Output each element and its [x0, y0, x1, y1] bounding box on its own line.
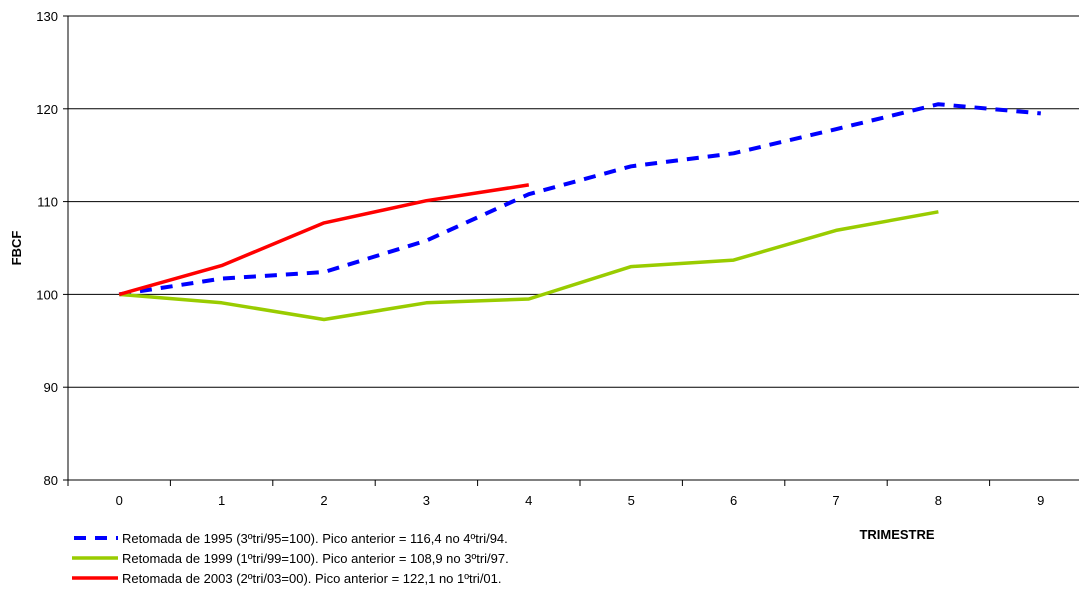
x-tick-label: 6 — [730, 493, 737, 508]
y-axis-title: FBCF — [9, 231, 24, 266]
x-tick-label: 0 — [116, 493, 123, 508]
legend-label-2: Retomada de 2003 (2ºtri/03=00). Pico ant… — [122, 571, 502, 586]
x-tick-label: 9 — [1037, 493, 1044, 508]
legend-label-0: Retomada de 1995 (3ºtri/95=100). Pico an… — [122, 531, 508, 546]
x-tick-label: 3 — [423, 493, 430, 508]
y-tick-label: 120 — [36, 102, 58, 117]
y-tick-label: 100 — [36, 287, 58, 302]
y-tick-label: 110 — [37, 195, 58, 210]
x-tick-labels: 0 1 2 3 4 5 6 7 8 9 — [67, 480, 1044, 508]
x-tick-label: 7 — [832, 493, 839, 508]
series-line-1 — [119, 210, 939, 322]
series-line-2 — [118, 183, 530, 297]
legend: Retomada de 1995 (3ºtri/95=100). Pico an… — [72, 531, 509, 586]
series-line-0 — [118, 102, 1041, 297]
y-tick-labels: 80 90 100 110 120 130 — [36, 9, 68, 488]
x-tick-label: 5 — [628, 493, 635, 508]
axes — [67, 16, 1079, 481]
y-tick-label: 130 — [36, 9, 58, 24]
series-lines — [118, 102, 1041, 322]
x-tick-label: 1 — [218, 493, 225, 508]
y-tick-label: 80 — [44, 473, 58, 488]
x-axis-title: TRIMESTRE — [859, 527, 934, 542]
x-tick-label: 4 — [525, 493, 532, 508]
x-tick-label: 8 — [935, 493, 942, 508]
grid-lines — [68, 15, 1079, 481]
x-tick-label: 2 — [320, 493, 327, 508]
y-tick-label: 90 — [44, 380, 58, 395]
legend-label-1: Retomada de 1999 (1ºtri/99=100). Pico an… — [122, 551, 509, 566]
